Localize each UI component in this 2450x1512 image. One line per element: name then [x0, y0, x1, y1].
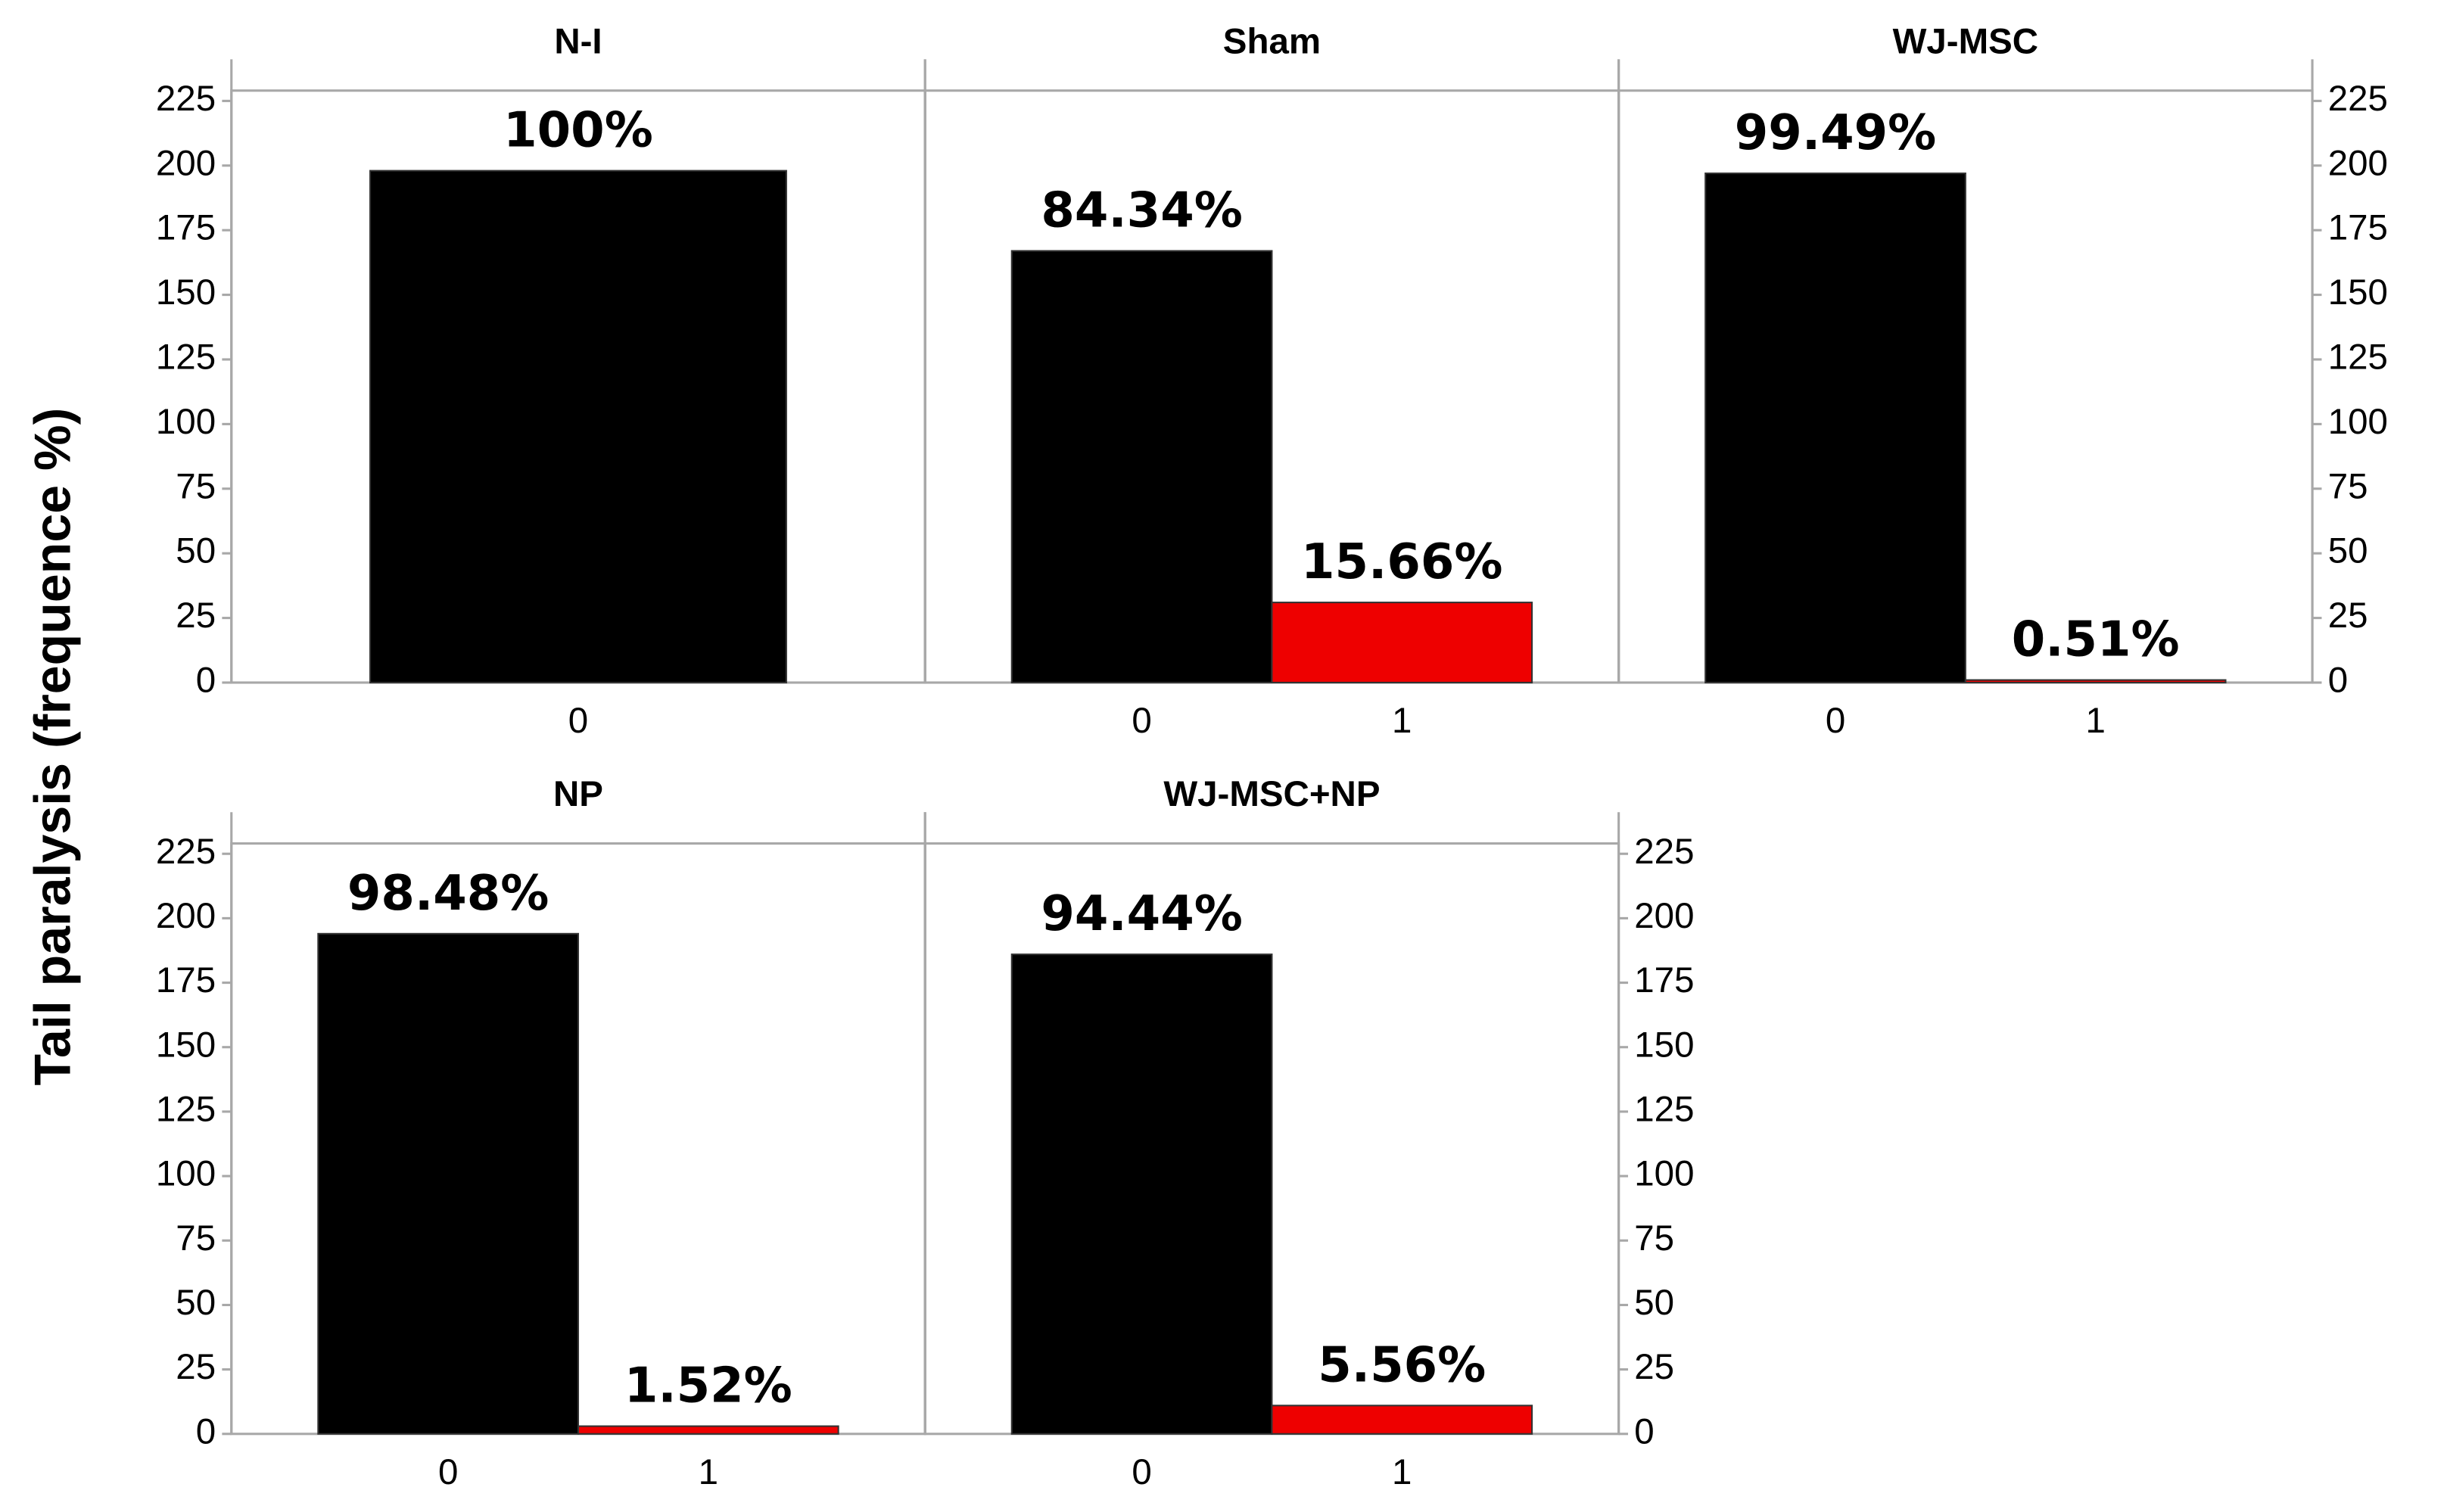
- y-tick-label: 100: [1634, 1154, 1694, 1194]
- y-tick-label: 125: [156, 1089, 216, 1129]
- bar-annotation: 1.52%: [624, 1358, 792, 1414]
- bar-annotation: 98.48%: [347, 866, 549, 922]
- y-tick-label: 225: [156, 79, 216, 119]
- y-tick-label: 125: [2328, 338, 2388, 378]
- y-tick-label: 150: [2328, 272, 2388, 313]
- bar: [317, 932, 580, 1435]
- y-tick-label: 200: [1634, 896, 1694, 936]
- x-tick-label: 1: [2085, 701, 2105, 741]
- y-tick-label: 50: [176, 531, 216, 571]
- panel-title: WJ-MSC+NP: [1163, 774, 1380, 814]
- y-tick-label: 200: [156, 896, 216, 936]
- y-tick-label: 25: [1634, 1347, 1674, 1387]
- y-tick-label: 125: [1634, 1089, 1694, 1129]
- y-tick-label: 150: [156, 272, 216, 313]
- y-axis-label: Tail paralysis (frequence %): [24, 408, 82, 1086]
- y-tick-label: 175: [1634, 960, 1694, 1000]
- y-tick-label: 25: [176, 596, 216, 636]
- y-tick-label: 150: [1634, 1025, 1694, 1065]
- y-tick-label: 50: [2328, 531, 2368, 571]
- y-tick-label: 100: [156, 402, 216, 442]
- y-tick-label: 150: [156, 1025, 216, 1065]
- x-tick-label: 0: [568, 701, 588, 741]
- x-tick-label: 0: [1132, 1452, 1151, 1492]
- x-tick-label: 0: [1132, 701, 1151, 741]
- x-tick-label: 0: [1826, 701, 1845, 741]
- bar-annotation: 99.49%: [1735, 105, 1936, 161]
- bar: [1271, 1405, 1533, 1435]
- bar: [1271, 602, 1533, 684]
- y-tick-label: 50: [1634, 1283, 1674, 1323]
- bar-annotation: 0.51%: [2012, 612, 2180, 668]
- y-tick-label: 175: [156, 960, 216, 1000]
- y-tick-label: 25: [176, 1347, 216, 1387]
- y-tick-label: 225: [156, 832, 216, 872]
- bar: [1964, 679, 2227, 684]
- panel-title: NP: [553, 774, 603, 814]
- y-tick-label: 175: [156, 208, 216, 248]
- y-tick-label: 125: [156, 338, 216, 378]
- x-tick-label: 1: [699, 1452, 718, 1492]
- x-tick-label: 1: [1392, 701, 1412, 741]
- y-tick-label: 100: [156, 1154, 216, 1194]
- panel-title: Sham: [1223, 21, 1321, 61]
- bar-annotation: 84.34%: [1041, 183, 1242, 239]
- bar-annotation: 5.56%: [1318, 1337, 1486, 1393]
- x-tick-label: 0: [438, 1452, 458, 1492]
- y-tick-label: 75: [1634, 1218, 1674, 1258]
- bar-annotation: 15.66%: [1301, 534, 1502, 590]
- y-tick-label: 25: [2328, 596, 2368, 636]
- panel-title: WJ-MSC: [1893, 21, 2039, 61]
- y-tick-label: 225: [1634, 832, 1694, 872]
- y-tick-label: 0: [1634, 1411, 1654, 1451]
- y-tick-label: 175: [2328, 208, 2388, 248]
- bar: [1010, 250, 1273, 684]
- y-tick-label: 0: [196, 661, 216, 701]
- x-tick-label: 1: [1392, 1452, 1412, 1492]
- y-tick-label: 200: [156, 143, 216, 183]
- bar-annotation: 100%: [503, 103, 653, 159]
- bar-annotation: 94.44%: [1041, 886, 1242, 942]
- y-tick-label: 50: [176, 1283, 216, 1323]
- bar: [1704, 172, 1966, 684]
- bar: [369, 170, 787, 684]
- y-tick-label: 100: [2328, 402, 2388, 442]
- panel-title: N-I: [554, 21, 602, 61]
- y-tick-label: 0: [196, 1411, 216, 1451]
- y-tick-label: 200: [2328, 143, 2388, 183]
- y-tick-label: 75: [2328, 466, 2368, 506]
- bar: [1010, 954, 1273, 1435]
- y-tick-label: 75: [176, 466, 216, 506]
- y-tick-label: 75: [176, 1218, 216, 1258]
- y-tick-label: 0: [2328, 661, 2348, 701]
- y-tick-label: 225: [2328, 79, 2388, 119]
- bar: [577, 1425, 839, 1435]
